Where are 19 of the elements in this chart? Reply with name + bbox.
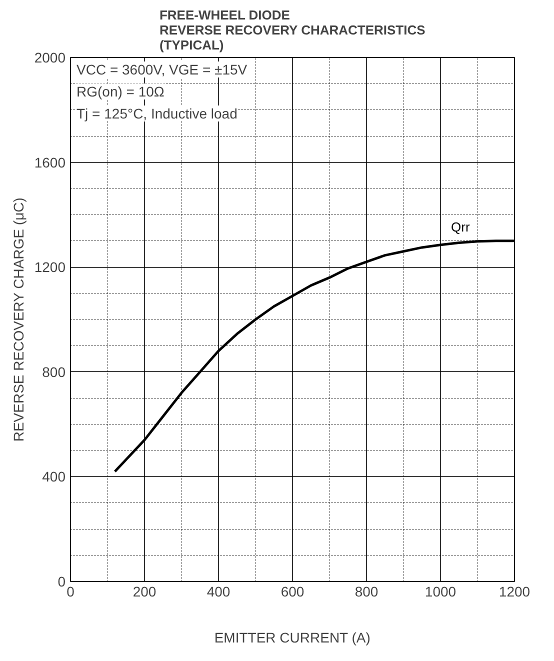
y-tick-label: 1200	[34, 259, 66, 276]
x-tick-label: 1200	[498, 584, 530, 600]
x-tick-label: 200	[132, 584, 156, 600]
annotation: RG(on) = 10Ω	[76, 84, 164, 100]
y-tick-label: 400	[42, 468, 66, 485]
y-tick-label: 800	[42, 364, 66, 380]
y-tick-label: 1600	[34, 154, 66, 170]
y-axis-title: REVERSE RECOVERY CHARGE (μC)	[10, 198, 26, 442]
y-tick-label: 2000	[34, 50, 66, 66]
series-label: Qrr	[451, 220, 470, 235]
x-tick-label: 400	[206, 584, 230, 600]
x-tick-label: 1000	[424, 584, 456, 600]
chart-title: FREE-WHEEL DIODE REVERSE RECOVERY CHARACTERISTICS (TYPICAL)	[159, 8, 426, 52]
y-tick-label: 0	[58, 574, 66, 590]
annotation: Tj = 125°C, Inductive load	[76, 106, 238, 122]
x-tick-label: 800	[354, 584, 378, 600]
annotation: VCC = 3600V, VGE = ±15V	[76, 62, 248, 78]
x-axis-title: EMITTER CURRENT (A)	[214, 630, 370, 646]
x-tick-label: 600	[280, 584, 304, 600]
